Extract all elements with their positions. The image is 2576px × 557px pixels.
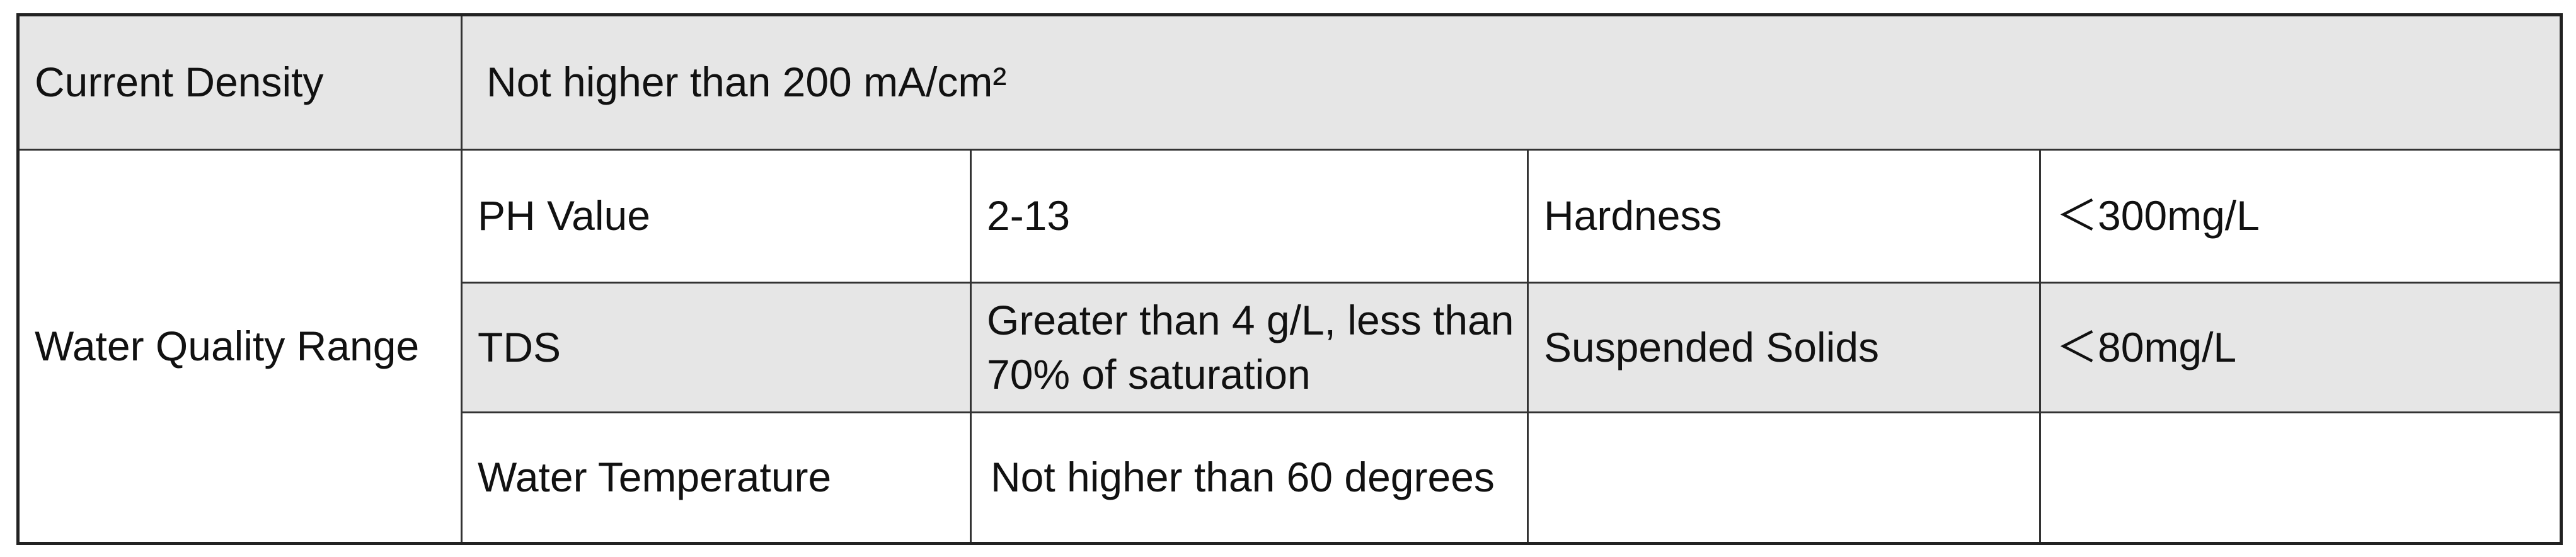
spec-table: Current Density Not higher than 200 mA/c…: [16, 13, 2563, 545]
table-row: Current Density Not higher than 200 mA/c…: [17, 14, 2563, 151]
cell: Not higher than 200 mA/cm²: [460, 14, 2563, 151]
table-row: Water Temperature Not higher than 60 deg…: [18, 411, 2563, 544]
table-row: Water Quality Range PH Value 2-13 Hardne…: [17, 149, 2563, 544]
table-row: TDS Greater than 4 g/L, less than 70% of…: [18, 282, 2563, 413]
cell: Water Temperature: [461, 411, 972, 544]
cell: Not higher than 60 degrees: [970, 411, 1529, 544]
cell: PH Value: [461, 149, 972, 284]
empty-cell: [1527, 411, 2041, 544]
empty-cell: [2038, 411, 2563, 544]
cell: Suspended Solids: [1527, 282, 2041, 413]
cell: Hardness: [1527, 149, 2041, 284]
cell: ＜80mg/L: [2038, 282, 2563, 413]
cell: TDS: [461, 282, 972, 413]
cell: Current Density: [17, 14, 463, 151]
cell: Water Quality Range: [17, 149, 463, 544]
cell: ＜300mg/L: [2038, 149, 2563, 284]
cell: Greater than 4 g/L, less than 70% of sat…: [970, 282, 1529, 413]
cell: 2-13: [970, 149, 1529, 284]
